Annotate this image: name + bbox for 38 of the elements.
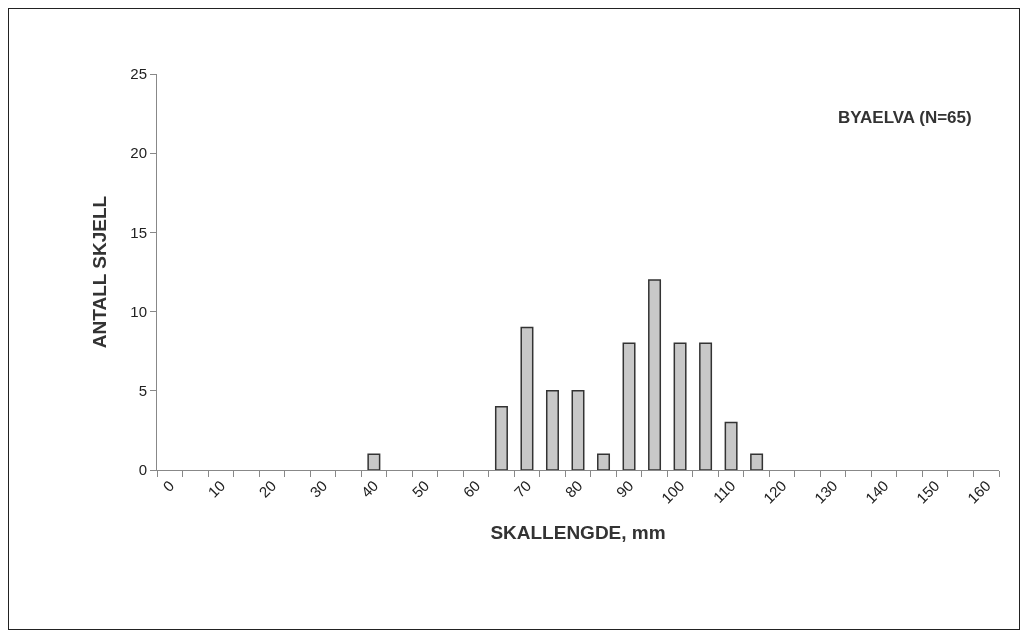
annotation: BYAELVA (N=65) <box>838 108 972 127</box>
bar <box>367 453 381 470</box>
x-axis-title: SKALLENGDE, mm <box>490 522 666 544</box>
bar <box>520 326 534 470</box>
bar <box>494 405 508 470</box>
x-tick-label: 90 <box>612 476 637 501</box>
x-tick-label: 10 <box>204 476 229 501</box>
y-tick-label: 5 <box>138 382 147 400</box>
x-tick-label: 20 <box>255 476 280 501</box>
y-tick-label: 25 <box>130 65 147 83</box>
x-tick-label: 120 <box>759 476 790 507</box>
x-tick-label: 100 <box>657 476 688 507</box>
x-tick-label: 50 <box>408 476 433 501</box>
x-tick-label: 40 <box>357 476 382 501</box>
x-tick-label: 70 <box>510 476 535 501</box>
bar <box>724 421 738 470</box>
x-tick-label: 150 <box>912 476 943 507</box>
x-tick-label: 110 <box>709 476 739 506</box>
bar <box>597 453 611 470</box>
y-tick-label: 0 <box>138 461 147 479</box>
bar <box>648 279 662 470</box>
bar <box>545 390 559 470</box>
y-tick-label: 20 <box>130 144 147 162</box>
x-tick-label: 30 <box>306 476 331 501</box>
bar <box>699 342 713 470</box>
x-tick-label: 140 <box>861 476 892 507</box>
bar <box>673 342 687 470</box>
x-tick-label: 0 <box>159 476 178 495</box>
bar <box>571 390 585 470</box>
x-tick-label: 160 <box>963 476 994 507</box>
y-axis-title: ANTALL SKJELL <box>89 195 111 349</box>
bar <box>750 453 764 470</box>
x-tick-label: 60 <box>459 476 484 501</box>
bar <box>622 342 636 470</box>
x-tick-label: 80 <box>561 476 586 501</box>
y-tick-label: 15 <box>130 223 147 241</box>
x-tick-label: 130 <box>810 476 841 507</box>
y-tick-label: 10 <box>130 302 147 320</box>
